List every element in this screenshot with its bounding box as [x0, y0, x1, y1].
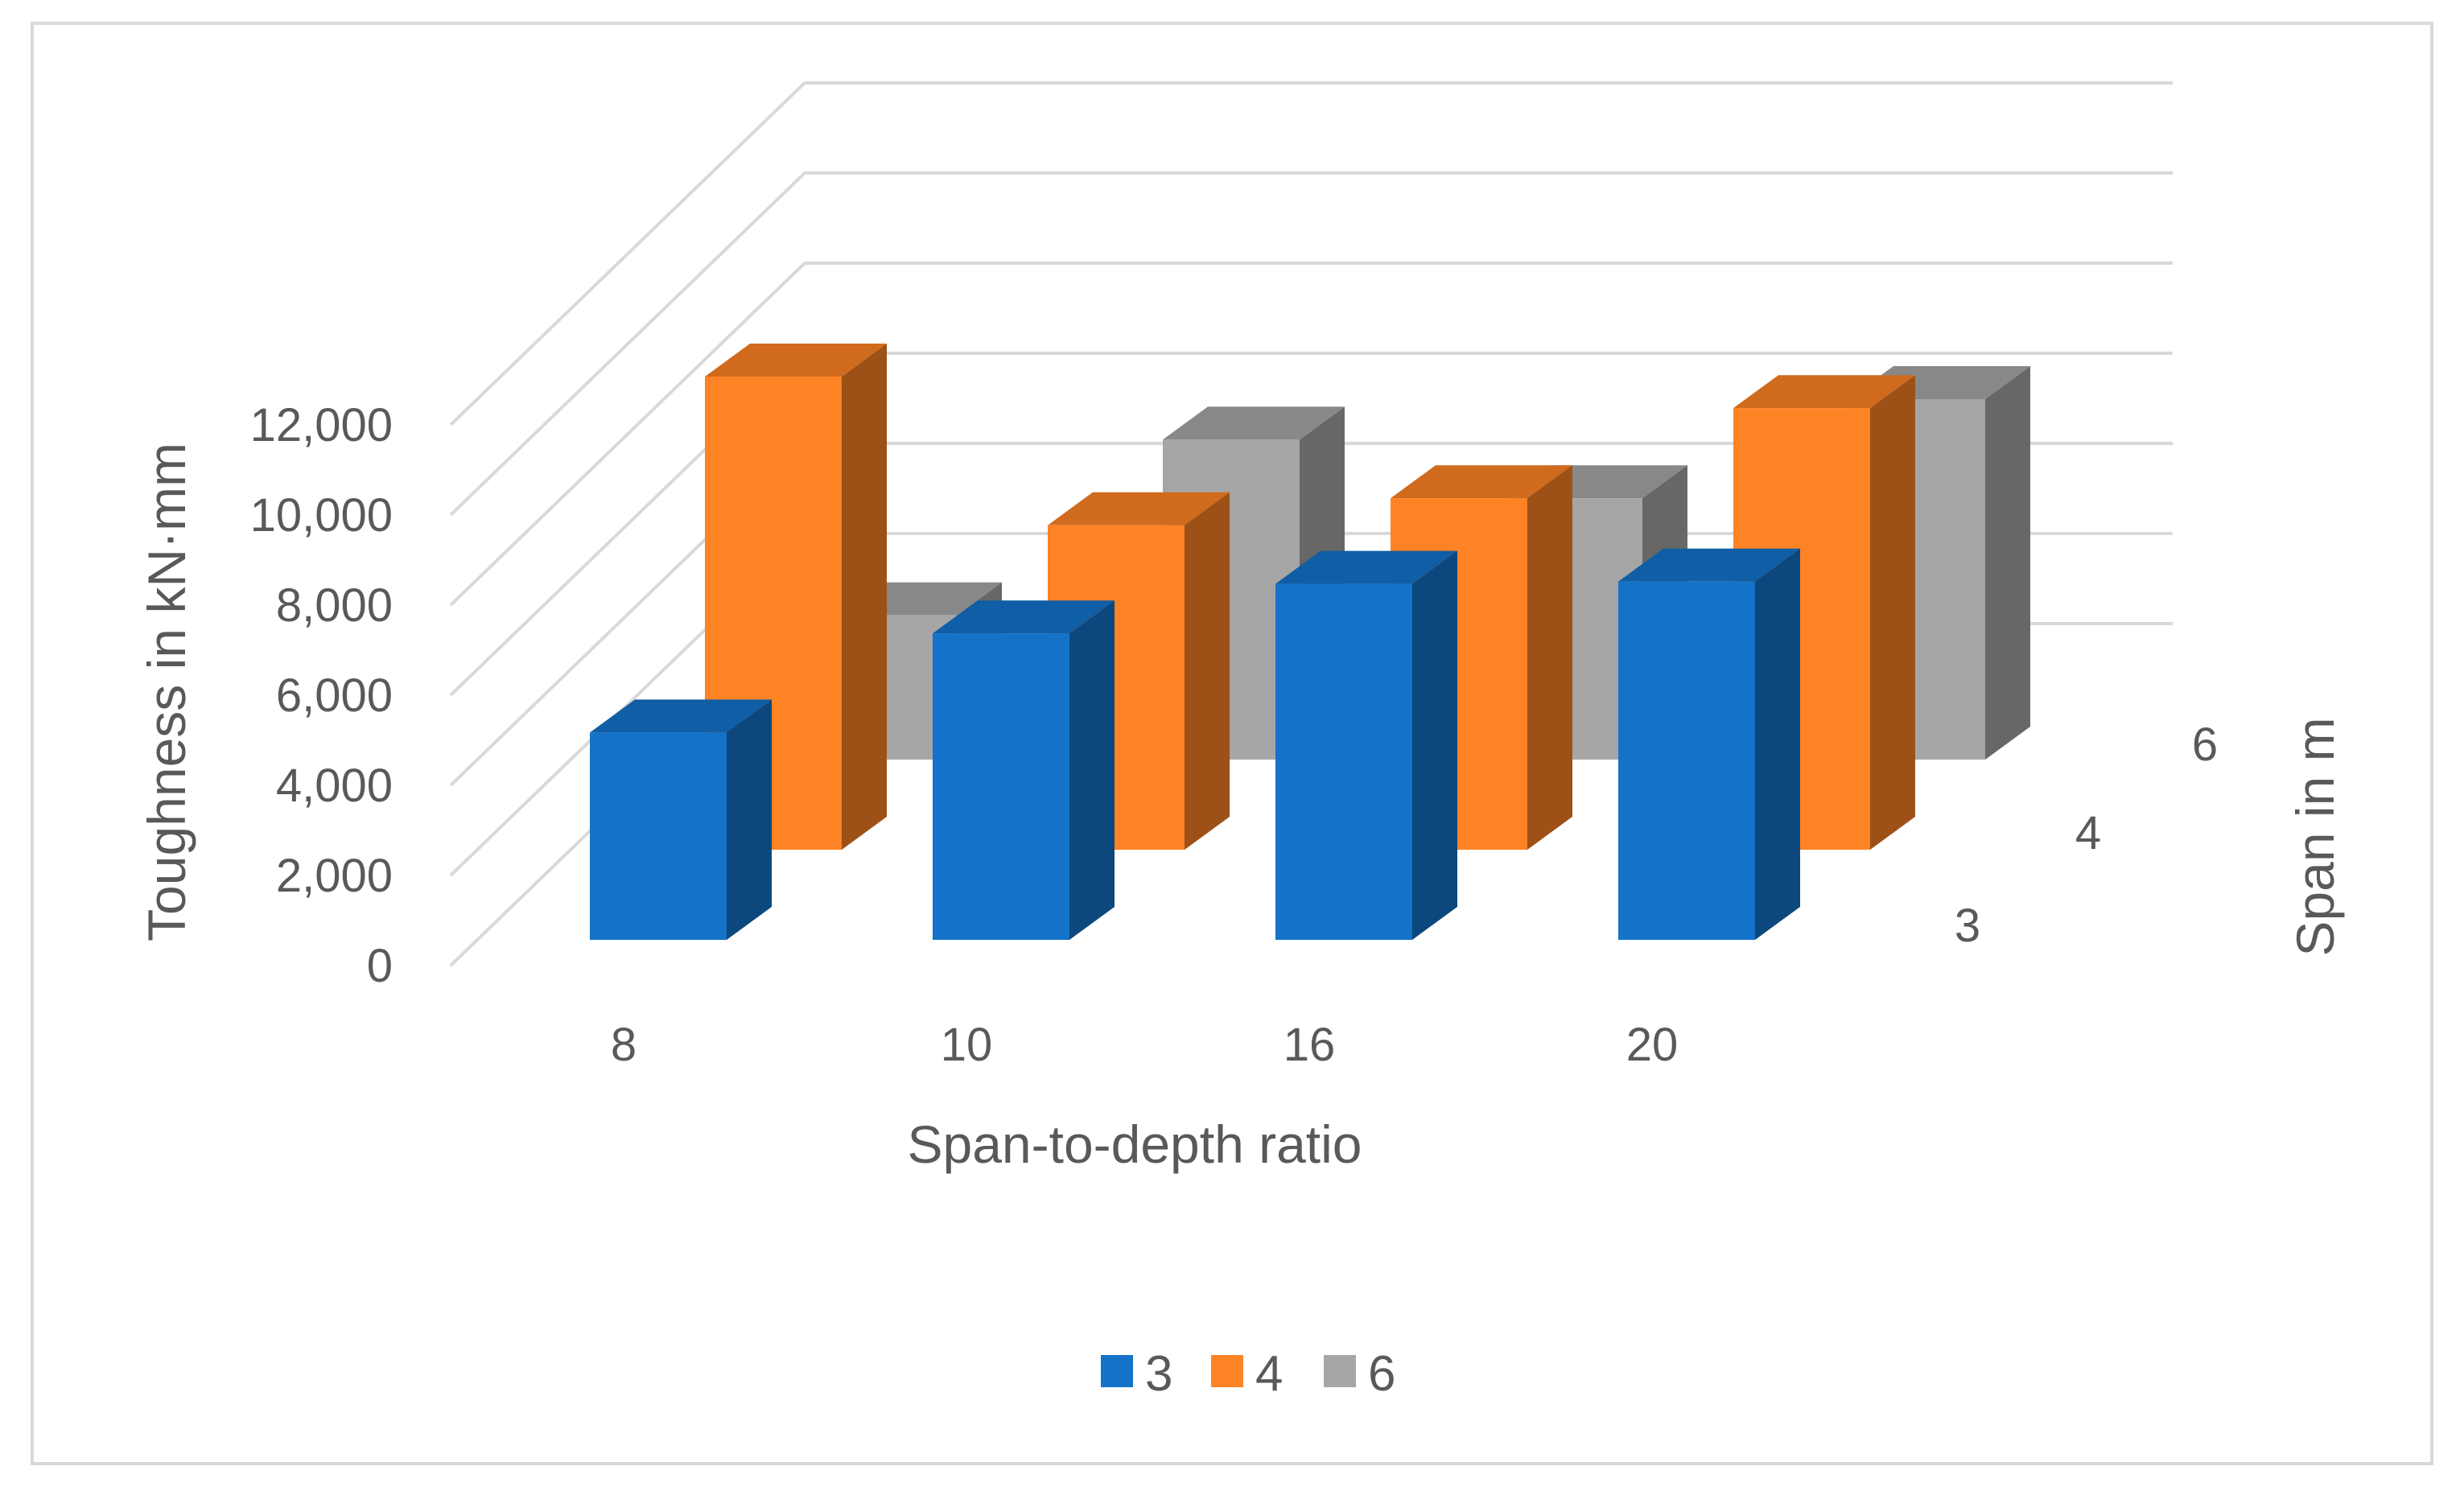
legend-swatch: [1211, 1355, 1243, 1387]
legend-label: 6: [1368, 1346, 1395, 1402]
x-tick-label: 16: [1284, 1019, 1336, 1071]
y-tick-label: 4,000: [276, 760, 393, 812]
bar-series-3-cat-10: [933, 600, 1115, 940]
x-tick-label: 8: [611, 1019, 637, 1071]
depth-axis-ticks: 3 4 6: [1955, 719, 2218, 952]
y-axis-title: Toughness in kN·mm: [137, 443, 196, 941]
gridline: [449, 171, 2173, 517]
x-axis-title: Span-to-depth ratio: [907, 1114, 1362, 1174]
legend: 3 4 6: [1101, 1346, 1395, 1402]
y-tick-label: 0: [367, 940, 393, 992]
bar-series-3-cat-8: [590, 699, 772, 940]
depth-tick-label: 6: [2192, 719, 2218, 771]
y-tick-label: 2,000: [276, 850, 393, 902]
y-tick-label: 8,000: [276, 579, 393, 632]
legend-label: 3: [1145, 1346, 1172, 1402]
y-axis-ticks: 0 2,000 4,000 6,000 8,000 10,000 12,000: [250, 399, 393, 992]
depth-tick-label: 3: [1955, 900, 1980, 952]
bar-series-3-cat-20: [1618, 548, 1800, 940]
gridline: [449, 81, 2173, 426]
gridline: [449, 262, 2173, 607]
depth-tick-label: 4: [2075, 807, 2101, 859]
legend-swatch: [1101, 1355, 1133, 1387]
legend-swatch: [1324, 1355, 1356, 1387]
bar-series-3-cat-16: [1275, 550, 1457, 940]
bars: [590, 344, 2030, 940]
x-axis-ticks: 8 10 16 20: [611, 1019, 1678, 1071]
x-tick-label: 20: [1626, 1019, 1679, 1071]
x-tick-label: 10: [941, 1019, 993, 1071]
legend-label: 4: [1255, 1346, 1283, 1402]
y-tick-label: 10,000: [250, 489, 393, 542]
y-tick-label: 12,000: [250, 399, 393, 451]
y-tick-label: 6,000: [276, 669, 393, 722]
depth-axis-title: Span in m: [2285, 717, 2345, 956]
